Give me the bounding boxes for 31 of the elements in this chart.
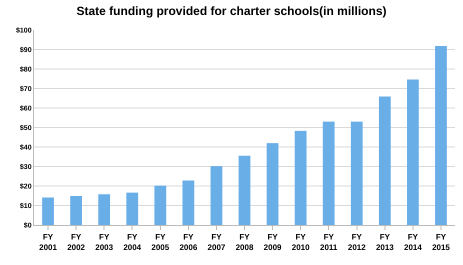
bar: [378, 96, 391, 225]
bar: [182, 180, 194, 225]
x-tick-label: FY 2013: [376, 232, 394, 252]
bar: [70, 196, 82, 225]
bar: [126, 192, 138, 225]
bar: [266, 143, 278, 225]
x-tick-label: FY 2006: [179, 232, 198, 252]
bar: [322, 122, 335, 225]
x-tick-label: FY 2012: [348, 232, 366, 252]
x-tick-label: FY 2001: [39, 232, 58, 252]
x-tick-label: FY 2014: [404, 232, 422, 252]
bar: [42, 198, 54, 225]
bar: [294, 130, 307, 225]
x-tick-label: FY 2005: [151, 232, 170, 252]
bar: [350, 122, 363, 225]
bar: [435, 46, 447, 225]
bar: [238, 156, 250, 225]
x-tick-label: FY 2003: [95, 232, 114, 252]
x-tick-label: FY 2015: [432, 232, 450, 252]
x-tick-label: FY 2007: [208, 232, 226, 252]
x-tick-label: FY 2011: [320, 232, 338, 252]
x-tick-label: FY 2008: [236, 232, 254, 252]
chart-title: State funding provided for charter schools(in millions): [76, 4, 387, 18]
x-tick-label: FY 2009: [264, 232, 282, 252]
x-tick-label: FY 2010: [292, 232, 310, 252]
bar: [407, 80, 419, 225]
x-tick-label: FY 2002: [67, 232, 86, 252]
bar: [98, 194, 110, 225]
bar: [154, 186, 166, 225]
bar: [210, 166, 222, 225]
x-tick-label: FY 2004: [123, 232, 142, 252]
